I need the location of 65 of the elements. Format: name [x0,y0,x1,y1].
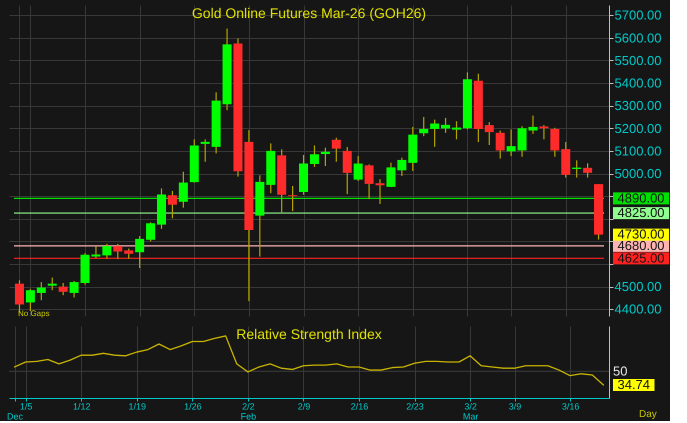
candlestick [419,116,428,137]
ref-line-label: 4825.00 [618,205,665,220]
candlestick [506,128,516,157]
y-tick-label: 5400.00 [614,76,662,91]
candlestick [178,171,188,208]
candlestick [583,162,592,178]
candlestick [528,115,538,135]
candlestick [484,122,494,146]
candlestick [310,144,319,168]
x-tick-label: 2/16 [350,402,368,412]
x-tick-label: 1/26 [184,402,202,412]
candlestick [48,276,57,291]
text: 50 [613,363,628,378]
text: 34.74 [617,376,650,392]
x-tick-label: 1/12 [72,402,90,412]
x-tick-label: 1/19 [128,402,146,412]
candlestick [26,288,35,312]
x-tick-label: 1/5 [20,402,32,412]
candlestick [572,160,582,178]
candlestick [364,164,374,200]
candlestick [518,126,527,158]
x-tick-label: 2/2 Feb [240,402,256,422]
candlestick [430,119,440,148]
y-tick-label: 5000.00 [614,166,662,182]
ref-line-label: 4890.00 [618,190,665,206]
candlestick [550,127,560,158]
candlestick [91,246,100,259]
candlestick [397,157,406,177]
candlestick [288,185,298,212]
y-tick-label: 5200.00 [614,120,662,136]
ref-line-label: 4625.00 [618,250,665,266]
x-tick-label: Dec [7,412,24,422]
candlestick [342,146,352,195]
candlestick [200,138,210,162]
y-tick-label: 5500.00 [614,52,662,68]
x-tick-label: 3/16 [562,402,580,412]
x-tick-label: 3/9 [508,402,522,412]
x-tick-label: 3/2 Mar [462,402,478,422]
candlestick [539,124,548,140]
y-tick-label: 4500.00 [614,279,662,294]
chart-title: Gold Online Futures Mar-26 (GOH26) [192,5,426,21]
candlestick [376,178,385,205]
x-tick-label: 2/23 [406,402,424,412]
y-tick-label: 5600.00 [614,30,662,46]
chart-title: Relative Strength Index [236,326,382,342]
candlestick [70,280,79,298]
y-tick-label: 4400.00 [614,302,662,317]
candlestick [58,282,68,296]
candlestick [135,236,144,269]
annotation: No Gaps [18,309,50,318]
candlestick [441,117,450,134]
x-axis-title: Day [639,409,657,420]
candlestick [168,190,177,219]
candlestick [452,120,461,140]
candlestick [496,130,505,160]
candlestick [354,155,363,182]
y-tick-label: 5700.00 [614,8,662,23]
x-tick-label: 2/9 [298,402,310,412]
candlestick [102,243,112,260]
y-tick-label: 5300.00 [614,98,662,114]
candlestick [146,222,156,242]
candlestick [386,162,396,188]
candlestick [36,281,46,301]
candlestick [332,137,341,162]
y-tick-label: 5100.00 [614,143,662,158]
